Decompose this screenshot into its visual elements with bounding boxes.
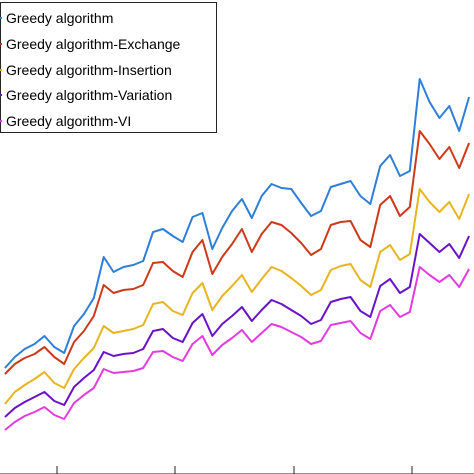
plot-area [0,78,474,474]
series-lines [4,78,471,431]
legend-box [0,2,217,133]
series-line-greedy-algorithm [4,78,471,369]
series-line-greedy-algorithm-vi [4,266,470,431]
series-line-greedy-algorithm-variation [4,233,470,418]
legend-label-greedy-algorithm-exchange: Greedy algorithm-Exchange [6,36,181,52]
series-line-greedy-algorithm-insertion [4,188,470,405]
legend-label-greedy-algorithm-variation: Greedy algorithm-Variation [6,87,172,103]
legend-label-greedy-algorithm: Greedy algorithm [6,10,113,26]
series-line-greedy-algorithm-exchange [4,130,470,375]
legend-label-greedy-algorithm-vi: Greedy algorithm-VI [6,113,131,129]
legend-label-greedy-algorithm-insertion: Greedy algorithm-Insertion [6,62,172,78]
chart-legend: Greedy algorithm Greedy algorithm-Exchan… [0,2,217,133]
